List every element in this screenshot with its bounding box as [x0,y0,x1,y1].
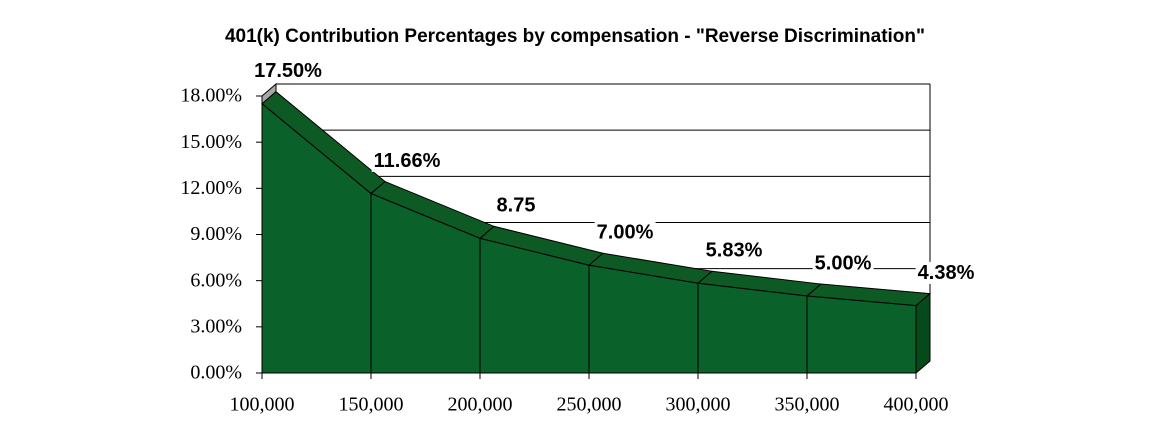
y-tick-label: 15.00% [180,131,242,153]
value-label-bg [915,261,977,284]
x-tick-label: 400,000 [884,394,949,416]
value-label: 11.66% [374,150,441,172]
x-tick-label: 100,000 [230,394,295,416]
x-tick-label: 150,000 [339,394,404,416]
value-label-bg [812,252,874,275]
value-label: 7.00% [597,222,654,244]
chart-title: 401(k) Contribution Percentages by compe… [225,26,925,47]
value-label: 4.38% [918,262,975,284]
x-tick-label: 350,000 [775,394,840,416]
value-label-bg [371,149,443,172]
y-tick-label: 6.00% [190,269,242,291]
value-label: 5.00% [815,252,872,274]
x-tick-label: 200,000 [448,394,513,416]
y-tick-label: 3.00% [190,315,242,337]
y-tick-label: 12.00% [180,177,242,199]
y-tick-label: 9.00% [190,223,242,245]
value-label-bg [703,239,765,262]
value-label-bg [252,59,325,82]
y-tick-label: 0.00% [190,362,242,384]
x-tick-label: 250,000 [557,394,622,416]
x-tick-label: 300,000 [666,394,731,416]
value-label: 5.83% [706,240,763,262]
value-label: 8.75 [497,195,536,217]
value-label: 17.50% [254,60,322,82]
y-tick-label: 18.00% [180,85,242,107]
value-label-bg [494,194,538,217]
value-label-bg [594,221,656,244]
area-end-face [915,292,931,375]
